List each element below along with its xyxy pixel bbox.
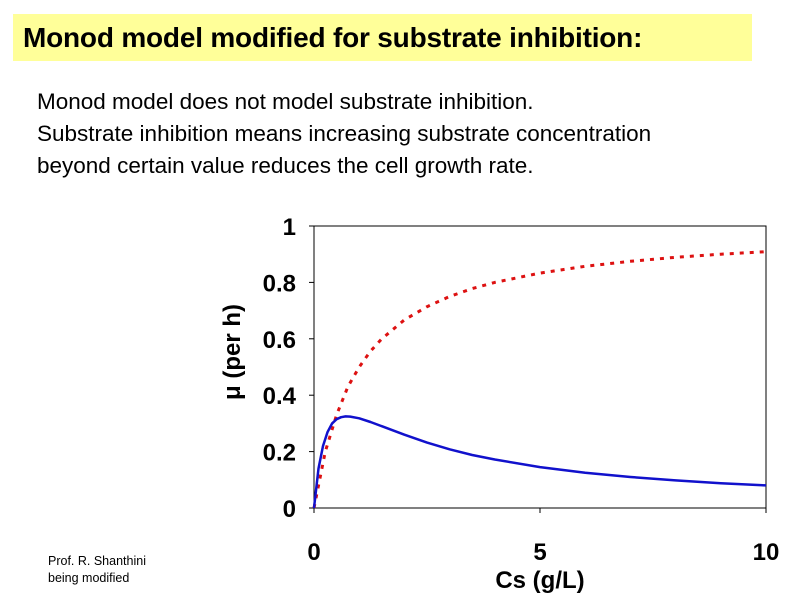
author-credit-line-2: being modified bbox=[48, 571, 130, 585]
x-tick-label: 0 bbox=[307, 539, 320, 566]
author-credit-line-1: Prof. R. Shanthini bbox=[48, 554, 146, 568]
x-axis-label: Cs (g/L) bbox=[495, 567, 584, 594]
y-tick-label: 1 bbox=[283, 214, 296, 241]
y-axis-ticks: 0 0.2 0.4 0.6 0.8 1 bbox=[263, 214, 314, 523]
y-axis-label: μ (per h) bbox=[219, 304, 246, 400]
description-line-1: Monod model does not model substrate inh… bbox=[37, 89, 534, 114]
description-line-2: Substrate inhibition means increasing su… bbox=[37, 121, 652, 146]
plot-area-frame bbox=[313, 225, 767, 509]
y-tick-label: 0.6 bbox=[263, 327, 296, 354]
y-tick-label: 0.4 bbox=[263, 383, 297, 410]
x-tick-label: 5 bbox=[533, 539, 546, 566]
x-tick-label: 10 bbox=[753, 539, 780, 566]
x-axis-ticks: 0 5 10 bbox=[307, 508, 779, 566]
description-text: Monod model does not model substrate inh… bbox=[37, 86, 787, 182]
series-line-solid bbox=[312, 415, 767, 509]
title-banner: Monod model modified for substrate inhib… bbox=[13, 14, 752, 61]
y-tick-label: 0 bbox=[283, 496, 296, 523]
series-line-dotted bbox=[312, 250, 767, 509]
description-line-3: beyond certain value reduces the cell gr… bbox=[37, 153, 534, 178]
series-layer bbox=[312, 250, 767, 509]
author-credit: Prof. R. Shanthini being modified bbox=[48, 553, 146, 587]
y-tick-label: 0.8 bbox=[263, 270, 296, 297]
page-title: Monod model modified for substrate inhib… bbox=[23, 21, 643, 53]
y-tick-label: 0.2 bbox=[263, 440, 296, 467]
